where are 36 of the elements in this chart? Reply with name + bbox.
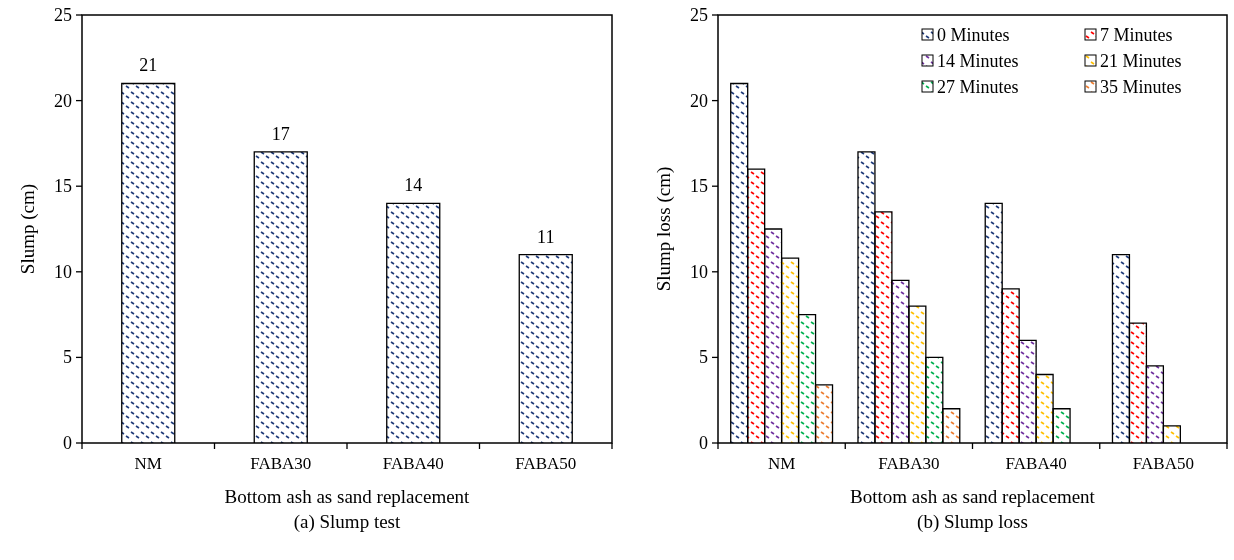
legend-label: 27 Minutes (937, 77, 1019, 97)
y-tick-label: 25 (54, 5, 72, 25)
y-tick-label: 5 (63, 347, 72, 368)
y-tick-label: 15 (54, 176, 72, 197)
text: (b) Slump loss (917, 511, 1028, 533)
data-label: 14 (404, 175, 423, 196)
legend-label: 7 Minutes (1100, 25, 1173, 45)
x-tick-label: FABA30 (878, 454, 940, 473)
x-tick-label: FABA30 (250, 454, 312, 473)
y-tick-label: 15 (690, 176, 708, 197)
y-tick-label: 0 (63, 433, 72, 453)
y-axis-title: Slump loss (cm) (653, 166, 675, 292)
y-tick-label: 25 (690, 5, 708, 25)
y-tick-label: 5 (699, 347, 708, 368)
legend-label: 0 Minutes (937, 25, 1010, 45)
legend-label: 21 Minutes (1100, 51, 1182, 71)
x-tick-label: FABA50 (1132, 454, 1194, 473)
legend-label: 14 Minutes (937, 51, 1019, 71)
data-label: 17 (271, 123, 290, 144)
y-tick-label: 10 (54, 261, 72, 282)
text: (a) Slump test (293, 511, 402, 533)
y-tick-label: 20 (54, 90, 72, 111)
x-axis-title: Bottom ash as sand replacement (224, 486, 471, 507)
data-label: 11 (537, 226, 555, 247)
y-axis-title: Slump (cm) (17, 183, 39, 275)
x-tick-label: FABA40 (1005, 454, 1067, 473)
x-tick-label: NM (767, 454, 796, 473)
x-axis-title: Bottom ash as sand replacement (850, 486, 1096, 507)
x-tick-label: NM (134, 454, 162, 473)
x-tick-label: FABA40 (382, 454, 444, 473)
y-tick-label: 10 (690, 261, 708, 282)
data-label: 21 (139, 55, 158, 76)
y-tick-label: 20 (690, 90, 708, 111)
y-tick-label: 0 (699, 433, 708, 453)
x-tick-label: FABA50 (515, 454, 577, 473)
legend-label: 35 Minutes (1100, 77, 1182, 97)
